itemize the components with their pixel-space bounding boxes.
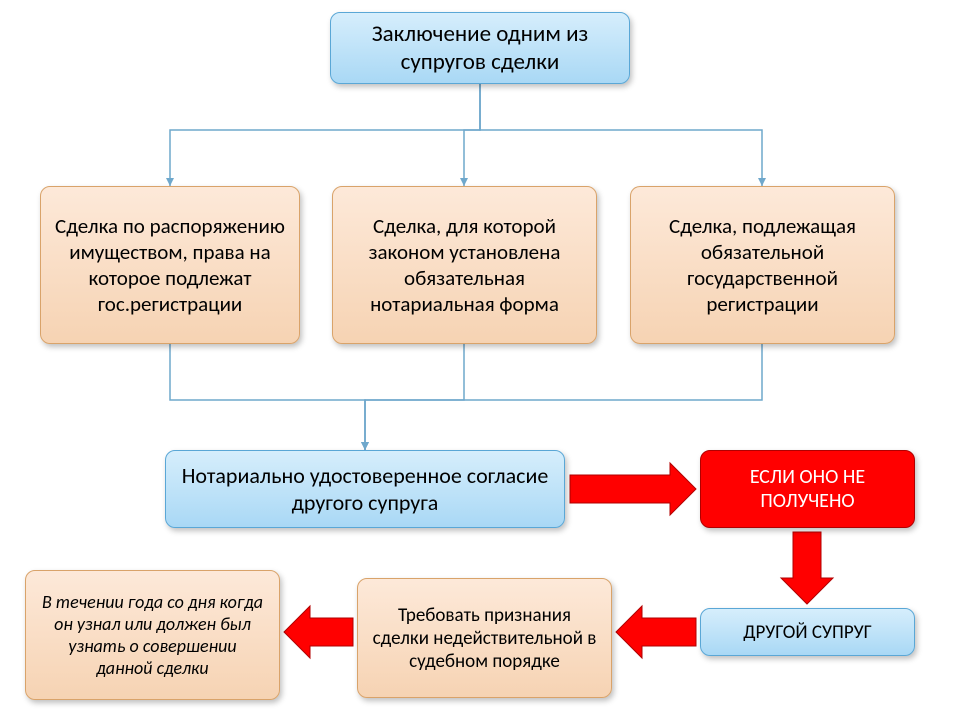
node-deal1-text: Сделка по распоряжению имуществом, права… — [55, 213, 285, 317]
node-title: Заключение одним из супругов сделки — [330, 12, 630, 84]
node-deal2-text: Сделка, для которой законом установлена … — [347, 213, 582, 317]
node-demand: Требовать признания сделки недействитель… — [357, 578, 612, 698]
thick-arrow — [570, 463, 696, 515]
thin-connector — [170, 344, 365, 450]
node-title-text: Заключение одним из супругов сделки — [345, 20, 615, 76]
thin-connector — [480, 84, 762, 186]
node-demand-text: Требовать признания сделки недействитель… — [372, 604, 597, 673]
thin-connector — [365, 344, 464, 450]
node-if-not-text: ЕСЛИ ОНО НЕ ПОЛУЧЕНО — [715, 465, 900, 513]
node-within-year: В течении года со дня когда он узнал или… — [25, 570, 280, 700]
node-if-not: ЕСЛИ ОНО НЕ ПОЛУЧЕНО — [700, 450, 915, 528]
node-other-spouse-text: ДРУГОЙ СУПРУГ — [743, 621, 872, 644]
node-consent-text: Нотариально удостоверенное согласие друг… — [180, 462, 550, 516]
thin-connector — [365, 344, 762, 450]
thick-arrow — [616, 606, 696, 658]
thick-arrow — [284, 606, 353, 658]
node-within-year-text: В течении года со дня когда он узнал или… — [40, 591, 265, 679]
thin-connector — [170, 84, 480, 186]
thick-arrow — [781, 532, 833, 604]
thin-connector — [464, 84, 480, 186]
node-deal1: Сделка по распоряжению имуществом, права… — [40, 186, 300, 344]
node-other-spouse: ДРУГОЙ СУПРУГ — [700, 608, 915, 656]
node-deal3: Сделка, подлежащая обязательной государс… — [630, 186, 895, 344]
node-deal3-text: Сделка, подлежащая обязательной государс… — [645, 213, 880, 317]
node-deal2: Сделка, для которой законом установлена … — [332, 186, 597, 344]
node-consent: Нотариально удостоверенное согласие друг… — [165, 450, 565, 528]
